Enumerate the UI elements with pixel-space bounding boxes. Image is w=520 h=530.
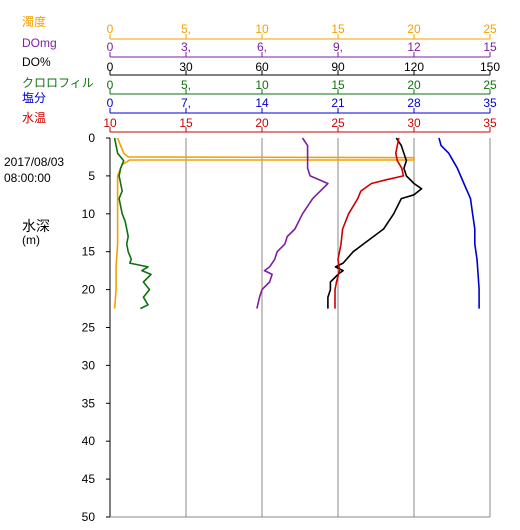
series-axis-tick-label: 14 xyxy=(255,96,269,110)
series-axis-tick-label: 5, xyxy=(181,78,191,92)
series-axis-tick-label: 60 xyxy=(255,60,269,74)
series-name-3: クロロフィル xyxy=(22,76,94,90)
series-axis-tick-label: 0 xyxy=(107,40,114,54)
series-name-2: DO% xyxy=(22,55,51,69)
series-axis-tick-label: 10 xyxy=(255,22,269,36)
series-line-5 xyxy=(334,137,405,309)
series-axis-tick-label: 0 xyxy=(107,96,114,110)
series-axis-tick-label: 6, xyxy=(257,40,267,54)
series-axis-tick-label: 35 xyxy=(483,116,497,130)
depth-tick-label: 15 xyxy=(82,245,96,259)
series-line-3 xyxy=(113,137,152,310)
series-axis-tick-label: 15 xyxy=(331,78,345,92)
series-axis-tick-label: 15 xyxy=(179,116,193,130)
series-name-5: 水温 xyxy=(22,111,46,125)
series-axis-tick-label: 30 xyxy=(407,116,421,130)
series-axis-tick-label: 15 xyxy=(483,40,497,54)
series-axis-tick-label: 90 xyxy=(331,60,345,74)
depth-tick-label: 20 xyxy=(82,283,96,297)
series-axis-tick-label: 10 xyxy=(255,78,269,92)
series-axis-tick-label: 10 xyxy=(103,116,117,130)
depth-tick-label: 45 xyxy=(82,472,96,486)
series-axis-tick-label: 120 xyxy=(404,60,424,74)
series-axis-tick-label: 3, xyxy=(181,40,191,54)
depth-tick-label: 5 xyxy=(88,169,95,183)
series-axis-tick-label: 30 xyxy=(179,60,193,74)
series-axis-tick-label: 20 xyxy=(407,78,421,92)
series-axis-tick-label: 150 xyxy=(480,60,500,74)
series-axis-tick-label: 35 xyxy=(483,96,497,110)
station-time: 08:00:00 xyxy=(4,171,51,185)
station-date: 2017/08/03 xyxy=(4,155,64,169)
series-axis-tick-label: 20 xyxy=(255,116,269,130)
depth-tick-label: 50 xyxy=(82,510,96,524)
series-line-2 xyxy=(327,137,423,309)
series-axis-tick-label: 28 xyxy=(407,96,421,110)
depth-tick-label: 35 xyxy=(82,396,96,410)
series-axis-tick-label: 5, xyxy=(181,22,191,36)
series-line-1 xyxy=(256,137,329,309)
depth-tick-label: 0 xyxy=(88,131,95,145)
depth-tick-label: 10 xyxy=(82,207,96,221)
series-axis-tick-label: 25 xyxy=(331,116,345,130)
series-axis-tick-label: 12 xyxy=(407,40,421,54)
series-name-1: DOmg xyxy=(22,36,57,50)
series-axis-tick-label: 0 xyxy=(107,22,114,36)
series-axis-tick-label: 25 xyxy=(483,78,497,92)
depth-tick-label: 30 xyxy=(82,358,96,372)
depth-axis-unit: (m) xyxy=(22,233,40,247)
series-line-0 xyxy=(113,137,415,309)
series-name-0: 濁度 xyxy=(22,14,46,29)
depth-axis-label: 水深 xyxy=(22,218,50,234)
series-axis-tick-label: 0 xyxy=(107,78,114,92)
series-axis-tick-label: 20 xyxy=(407,22,421,36)
series-axis-tick-label: 7, xyxy=(181,96,191,110)
depth-tick-label: 40 xyxy=(82,434,96,448)
series-axis-tick-label: 21 xyxy=(331,96,345,110)
series-axis-tick-label: 0 xyxy=(107,60,114,74)
series-axis-tick-label: 9, xyxy=(333,40,343,54)
series-axis-tick-label: 25 xyxy=(483,22,497,36)
series-name-4: 塩分 xyxy=(22,90,46,105)
depth-tick-label: 25 xyxy=(82,321,96,335)
series-line-4 xyxy=(438,137,480,309)
series-axis-tick-label: 15 xyxy=(331,22,345,36)
